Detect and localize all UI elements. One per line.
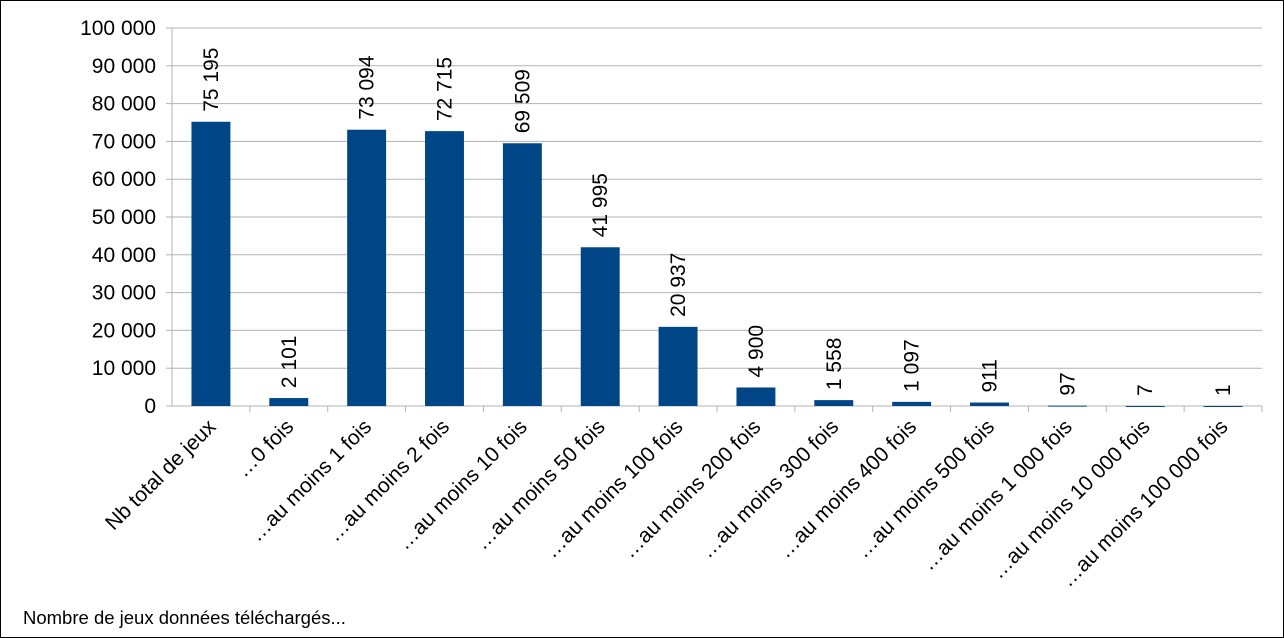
data-label: 2 101	[278, 335, 301, 388]
bar	[191, 121, 231, 406]
bars	[191, 121, 1243, 407]
data-label: 41 995	[589, 173, 612, 237]
data-label: 911	[979, 359, 1002, 392]
bar	[970, 402, 1009, 406]
data-label: 69 509	[511, 69, 534, 133]
data-label: 1	[1212, 384, 1235, 396]
data-label: 97	[1056, 372, 1079, 395]
y-tick-label: 50 000	[92, 206, 156, 229]
x-axis-title: Nombre de jeux données téléchargés...	[23, 607, 346, 628]
bar	[580, 247, 620, 406]
data-label: 7	[1134, 384, 1157, 396]
bar	[1047, 405, 1087, 407]
bar	[658, 326, 698, 406]
data-label: 1 097	[901, 339, 924, 392]
data-label: 73 094	[356, 55, 379, 120]
y-tick-label: 100 000	[80, 17, 156, 40]
y-tick-label: 90 000	[92, 55, 156, 78]
y-tick-label: 80 000	[92, 93, 156, 116]
y-tick-label: 0	[144, 395, 156, 418]
bar	[892, 401, 932, 406]
data-label: 75 195	[200, 48, 223, 112]
y-tick-label: 60 000	[92, 168, 156, 191]
bar	[269, 398, 309, 406]
y-tick-label: 20 000	[92, 319, 156, 342]
bar	[1125, 405, 1165, 407]
bar	[502, 143, 542, 406]
y-axis-tick-labels: 0 10 000 20 000 30 000 40 000 50 000 60 000 70 …	[80, 17, 156, 418]
data-label: 20 937	[667, 253, 690, 317]
bar	[736, 387, 776, 406]
y-tick-label: 40 000	[92, 244, 156, 267]
bar	[1203, 405, 1243, 407]
bar	[814, 400, 854, 406]
data-label: 72 715	[434, 57, 457, 121]
data-label: 4 900	[745, 325, 768, 378]
bar	[425, 131, 464, 406]
y-tick-label: 30 000	[92, 282, 156, 305]
data-labels: 75 195 2 101 73 094 72 715 69 509 41 995 20 93…	[200, 48, 1235, 396]
bar	[347, 129, 387, 406]
y-tick-label: 10 000	[92, 357, 156, 380]
data-label: 1 558	[823, 338, 846, 391]
y-tick-label: 70 000	[92, 130, 156, 153]
